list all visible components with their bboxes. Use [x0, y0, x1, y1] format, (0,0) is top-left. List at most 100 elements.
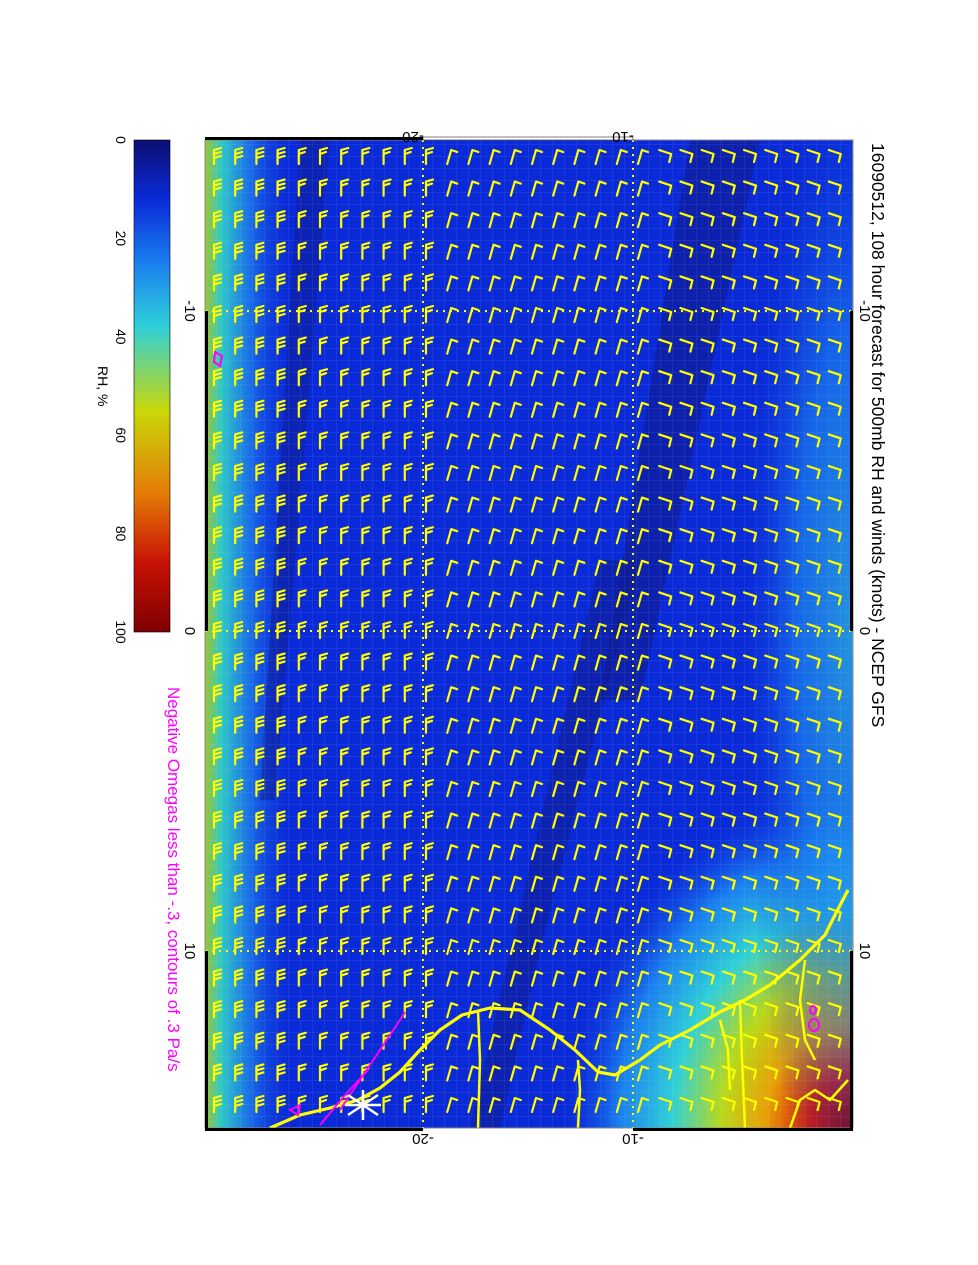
wind-barb	[234, 526, 244, 545]
figure-subtitle: Negative Omegas less than -.3, contours …	[164, 687, 183, 1072]
wind-barb	[636, 591, 650, 608]
wind-barb	[636, 180, 650, 197]
wind-barb	[827, 180, 842, 195]
wind-barb	[276, 968, 286, 987]
wind-barb	[827, 938, 842, 954]
wind-barb	[700, 686, 715, 701]
wind-barb	[340, 399, 350, 418]
wind-barb	[340, 1031, 350, 1050]
wind-barb	[806, 686, 821, 701]
wind-barb	[785, 370, 800, 385]
wind-barb	[827, 654, 842, 669]
wind-barb	[318, 494, 329, 513]
wind-barb	[424, 368, 435, 387]
wind-barb	[403, 810, 413, 829]
wind-barb	[276, 936, 286, 956]
wind-barb	[467, 717, 480, 734]
wind-barb	[636, 433, 650, 450]
wind-barb	[573, 212, 586, 229]
wind-barb	[255, 620, 265, 640]
wind-barb	[636, 401, 650, 418]
wind-barb	[679, 907, 694, 922]
wind-barb	[488, 780, 501, 798]
wind-barb	[509, 559, 522, 576]
wind-barb	[530, 243, 544, 260]
wind-barb	[361, 431, 371, 450]
wind-barb	[467, 844, 480, 861]
wind-barb	[827, 844, 842, 859]
wind-barb	[361, 304, 371, 324]
wind-barb	[552, 717, 565, 734]
wind-barb	[636, 1065, 650, 1082]
wind-barb	[318, 652, 329, 671]
wind-barb	[467, 591, 480, 608]
wind-barb	[318, 684, 329, 703]
wind-barb	[785, 275, 800, 290]
wind-barb	[785, 1002, 800, 1017]
wind-barb	[636, 844, 650, 861]
wind-barb	[297, 968, 307, 987]
wind-barb	[361, 1000, 371, 1019]
wind-barb	[530, 749, 544, 766]
right-tick-label: 0	[856, 627, 873, 635]
wind-barb	[552, 780, 565, 798]
wind-barb	[403, 652, 413, 671]
wind-barb	[658, 243, 673, 258]
wind-barb	[382, 431, 392, 450]
wind-barb	[509, 370, 522, 387]
wind-barb	[573, 780, 586, 798]
wind-barb	[806, 812, 821, 827]
wind-barb	[255, 747, 265, 766]
wind-barb	[297, 210, 307, 229]
wind-barb	[806, 148, 821, 164]
wind-barb	[764, 1033, 779, 1048]
wind-barb	[827, 1002, 842, 1017]
wind-barb	[212, 146, 223, 166]
wind-barb	[721, 148, 736, 164]
wind-barb	[509, 591, 522, 608]
wind-barb	[721, 938, 736, 954]
wind-barb	[340, 589, 350, 608]
wind-barb	[382, 936, 392, 956]
wind-barb	[827, 433, 842, 448]
wind-barb	[446, 433, 459, 450]
wind-barb	[827, 370, 842, 385]
wind-barb	[827, 970, 842, 985]
wind-barb	[742, 275, 758, 290]
wind-barb	[764, 464, 779, 480]
wind-barb	[594, 654, 607, 671]
wind-barb	[615, 907, 628, 924]
wind-barb	[700, 907, 715, 922]
wind-barb	[467, 401, 480, 418]
wind-barb	[827, 907, 842, 922]
wind-barb	[255, 462, 265, 482]
wind-barb	[234, 304, 244, 324]
wind-barb	[255, 1094, 265, 1114]
wind-barb	[552, 1002, 565, 1019]
wind-barb	[530, 148, 544, 166]
wind-barb	[276, 810, 286, 829]
wind-barb	[382, 336, 392, 355]
wind-barb	[636, 1096, 650, 1114]
wind-barb	[573, 844, 586, 861]
wind-barb	[297, 368, 307, 387]
wind-barb	[467, 622, 480, 640]
right-tick-label: 10	[856, 943, 873, 960]
wind-barb	[827, 148, 842, 164]
wind-barb	[658, 1096, 673, 1112]
wind-barb	[361, 684, 371, 703]
wind-barb	[361, 526, 371, 545]
wind-barb	[255, 936, 265, 956]
wind-barb	[530, 212, 544, 229]
wind-barb	[234, 778, 244, 798]
wind-barb	[276, 273, 286, 292]
wind-barb	[297, 304, 307, 324]
wind-barb	[530, 401, 544, 418]
colorbar: 0 20 40 60 80 100 RH, %	[95, 136, 171, 644]
wind-barb	[679, 812, 694, 827]
wind-barb	[530, 528, 544, 545]
wind-barb	[234, 1031, 244, 1050]
wind-barb	[212, 526, 223, 545]
wind-barb	[255, 273, 265, 292]
wind-barb	[340, 146, 350, 166]
